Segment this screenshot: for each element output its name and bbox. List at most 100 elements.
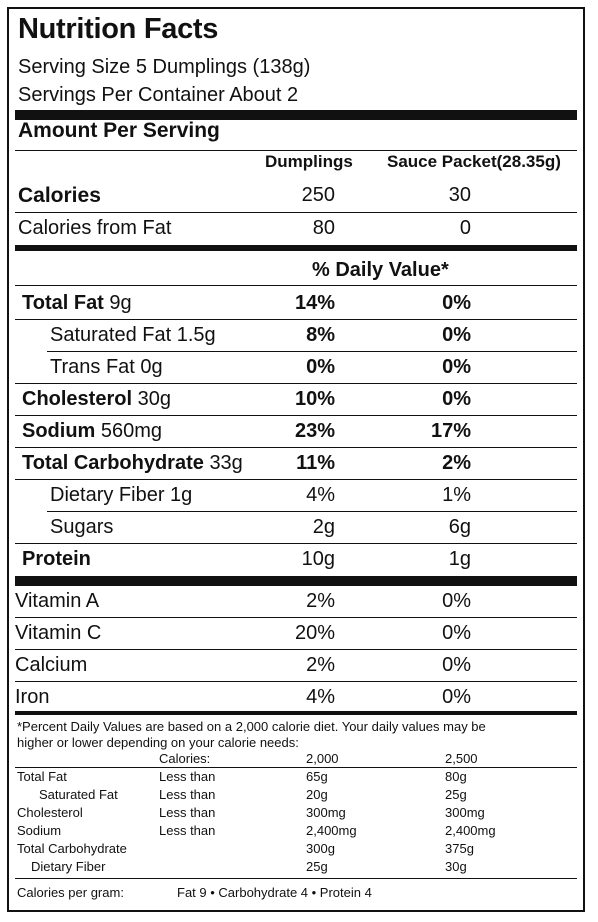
nutrient-dv-sauce: 2% — [442, 452, 471, 474]
divider — [15, 285, 577, 286]
dv-table-row-col1: 25g — [306, 859, 328, 874]
nutrient-row-saturated-fat: Saturated Fat 1.5g 8% 0% — [9, 319, 583, 351]
nutrient-row-cholesterol: Cholesterol 30g 10% 0% — [9, 383, 583, 415]
calories-row: Calories 250 30 — [9, 179, 583, 211]
divider — [15, 649, 577, 650]
divider — [15, 878, 577, 879]
divider — [15, 415, 577, 416]
dv-table-row-col1: 300mg — [306, 805, 346, 820]
label-title: Nutrition Facts — [18, 13, 219, 45]
dv-table-row-col2: 80g — [445, 769, 467, 784]
divider — [15, 212, 577, 213]
column-header-sauce: Sauce Packet(28.35g) — [387, 152, 561, 171]
dv-table-row-name: Total Carbohydrate — [17, 841, 127, 856]
servings-per-container: Servings Per Container About 2 — [18, 84, 299, 106]
calories-from-fat-sauce: 0 — [459, 217, 471, 239]
nutrient-amount: 33g — [209, 452, 243, 474]
calories-per-gram-label: Calories per gram: — [17, 885, 124, 900]
calories-sauce: 30 — [448, 184, 471, 206]
vitamin-row-iron: Iron 4% 0% — [9, 681, 583, 713]
nutrient-dv-dumplings: 0% — [306, 356, 335, 378]
vitamin-dv-sauce: 0% — [442, 686, 471, 708]
medium-divider — [15, 245, 577, 251]
vitamin-row-c: Vitamin C 20% 0% — [9, 617, 583, 649]
dv-table-row-limit: Less than — [159, 823, 216, 838]
nutrient-name: Cholesterol — [22, 388, 133, 410]
serving-size: Serving Size 5 Dumplings (138g) — [18, 56, 311, 78]
dv-table-row-col2: 30g — [445, 859, 467, 874]
dv-table-row-col2: 300mg — [445, 805, 485, 820]
dv-table-row-name: Saturated Fat — [39, 787, 118, 802]
vitamin-name: Calcium — [15, 654, 88, 676]
dv-table-row-col2: 375g — [445, 841, 474, 856]
nutrient-dv-dumplings: 14% — [294, 292, 335, 314]
nutrient-dv-dumplings: 4% — [306, 484, 335, 506]
calories-per-gram-values: Fat 9 • Carbohydrate 4 • Protein 4 — [177, 885, 372, 900]
daily-value-header: % Daily Value* — [312, 259, 449, 281]
amount-per-serving: Amount Per Serving — [18, 119, 220, 142]
nutrient-dv-dumplings: 8% — [306, 324, 335, 346]
dv-table-row-col1: 65g — [306, 769, 328, 784]
nutrient-amount: 0g — [140, 356, 163, 378]
vitamin-name: Vitamin A — [15, 590, 100, 612]
divider — [15, 383, 577, 384]
nutrient-name: Dietary Fiber — [50, 484, 165, 506]
footnote-line-1: *Percent Daily Values are based on a 2,0… — [17, 719, 486, 734]
nutrient-dv-dumplings: 10% — [294, 388, 335, 410]
nutrient-dv-sauce: 0% — [442, 292, 471, 314]
vitamin-dv-dumplings: 2% — [306, 590, 335, 612]
nutrient-value-sauce: 6g — [448, 516, 471, 538]
nutrient-name: Sodium — [22, 420, 96, 442]
dv-table-row-name: Dietary Fiber — [31, 859, 106, 874]
nutrient-name: Protein — [22, 548, 91, 570]
nutrient-dv-dumplings: 11% — [296, 452, 335, 474]
dv-table-row-limit: Less than — [159, 787, 216, 802]
nutrient-name: Total Carbohydrate — [22, 452, 204, 474]
dv-table-row-col2: 25g — [445, 787, 467, 802]
nutrient-name: Saturated Fat — [50, 324, 172, 346]
nutrient-name: Trans Fat — [50, 356, 135, 378]
nutrition-facts-label: Nutrition Facts Serving Size 5 Dumplings… — [7, 7, 585, 912]
divider — [15, 150, 577, 151]
calories-label: Calories — [18, 184, 101, 207]
thick-divider — [15, 576, 577, 586]
vitamin-row-a: Vitamin A 2% 0% — [9, 585, 583, 617]
nutrient-row-dietary-fiber: Dietary Fiber 1g 4% 1% — [9, 479, 583, 511]
thick-divider — [15, 110, 577, 120]
nutrient-amount: 30g — [137, 388, 171, 410]
divider — [47, 351, 577, 352]
nutrient-dv-sauce: 1% — [442, 484, 471, 506]
vitamin-name: Vitamin C — [15, 622, 102, 644]
dv-table-row-name: Sodium — [17, 823, 62, 838]
nutrient-dv-sauce: 17% — [430, 420, 471, 442]
dv-table-row-col1: 20g — [306, 787, 328, 802]
vitamin-name: Iron — [15, 686, 50, 708]
calories-dumplings: 250 — [301, 184, 335, 206]
nutrient-row-protein: Protein 10g 1g — [9, 543, 583, 575]
nutrient-row-trans-fat: Trans Fat 0g 0% 0% — [9, 351, 583, 383]
dv-table-calories-label: Calories: — [159, 751, 211, 766]
divider — [15, 681, 577, 682]
nutrient-dv-sauce: 0% — [442, 356, 471, 378]
nutrient-dv-sauce: 0% — [442, 388, 471, 410]
nutrient-row-sodium: Sodium 560mg 23% 17% — [9, 415, 583, 447]
dv-table-row-limit: Less than — [159, 805, 216, 820]
nutrient-row-sugars: Sugars 2g 6g — [9, 511, 583, 543]
dv-table-row-col2: 2,400mg — [445, 823, 496, 838]
calories-from-fat-label: Calories from Fat — [18, 217, 172, 239]
nutrient-dv-dumplings: 23% — [294, 420, 335, 442]
vitamin-dv-dumplings: 20% — [294, 622, 335, 644]
nutrient-name: Sugars — [50, 516, 114, 538]
nutrient-dv-sauce: 0% — [442, 324, 471, 346]
dv-table-row-col1: 300g — [306, 841, 335, 856]
medium-divider — [15, 711, 577, 715]
nutrient-name: Total Fat — [22, 292, 104, 314]
vitamin-dv-sauce: 0% — [442, 654, 471, 676]
divider — [15, 447, 577, 448]
vitamin-dv-sauce: 0% — [442, 590, 471, 612]
divider — [15, 319, 577, 320]
divider — [47, 511, 577, 512]
footnote-line-2: higher or lower depending on your calori… — [17, 735, 299, 750]
dv-table-col2-header: 2,500 — [445, 751, 478, 766]
nutrient-value-sauce: 1g — [448, 548, 471, 570]
